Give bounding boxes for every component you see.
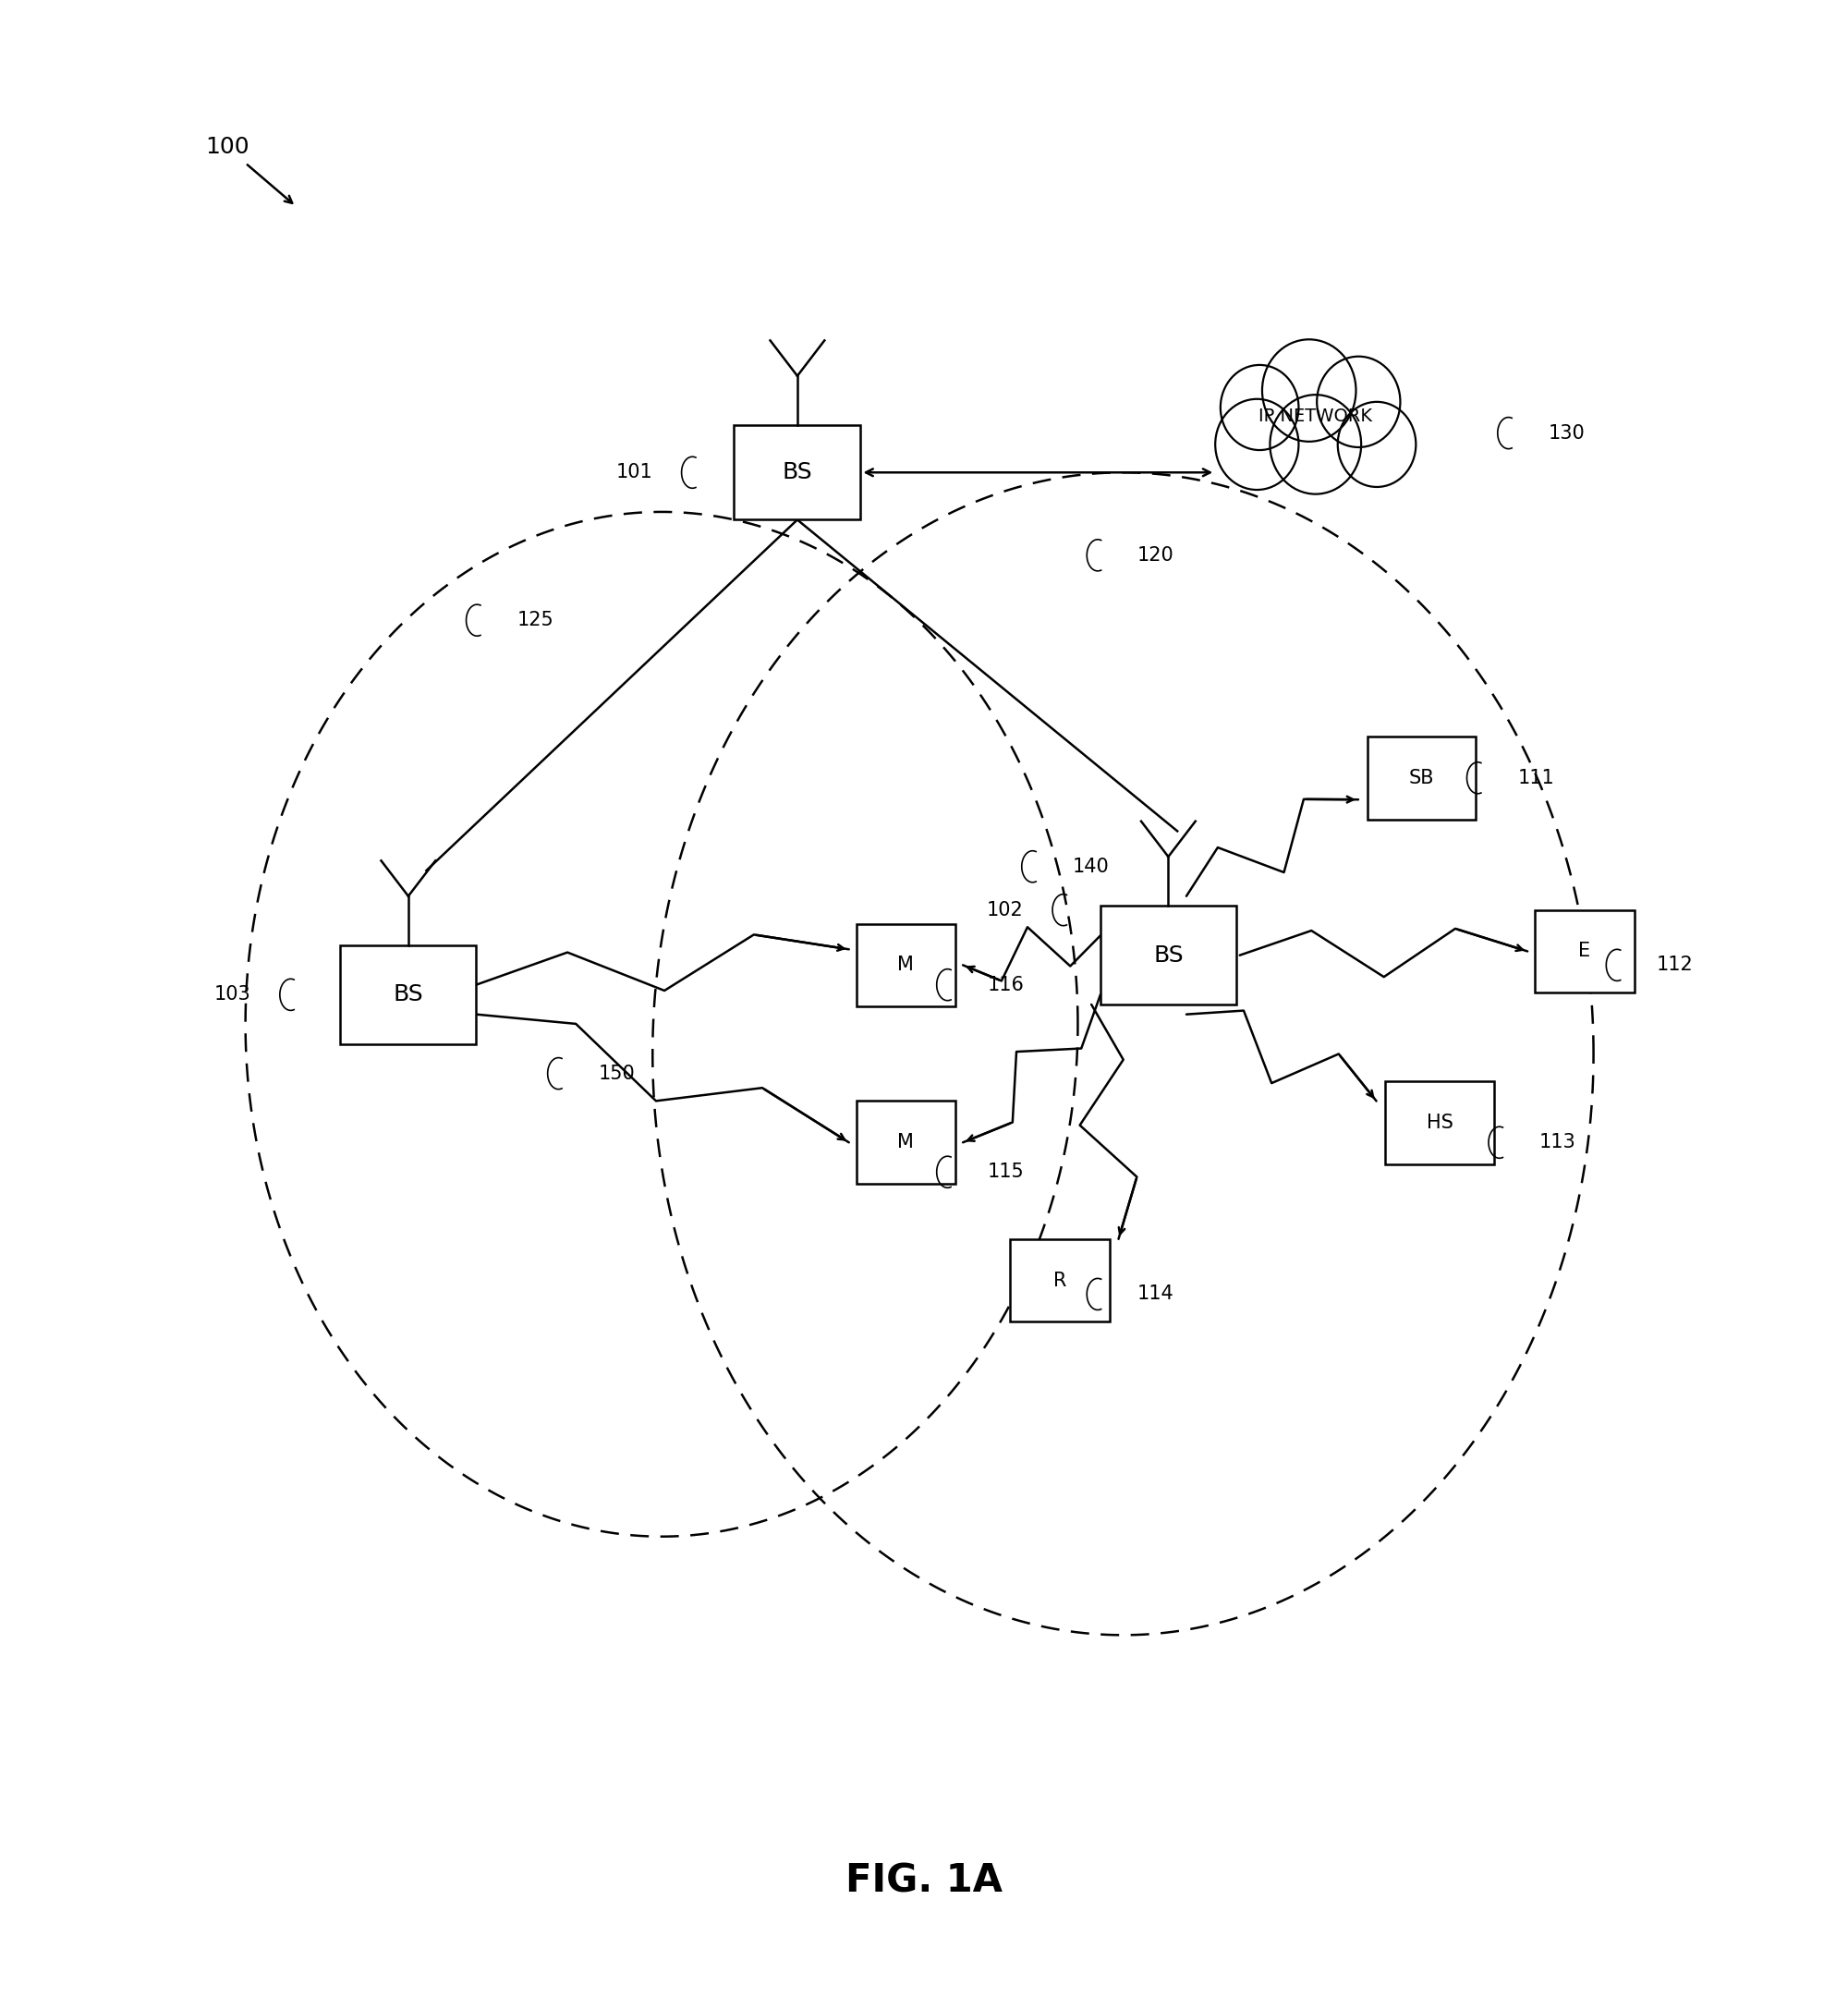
Text: BS: BS xyxy=(782,462,813,484)
FancyBboxPatch shape xyxy=(1011,1240,1109,1322)
Text: 140: 140 xyxy=(1072,858,1109,876)
FancyBboxPatch shape xyxy=(1100,906,1236,1004)
Text: 114: 114 xyxy=(1138,1286,1173,1304)
Circle shape xyxy=(1338,402,1416,486)
Text: HS: HS xyxy=(1427,1113,1453,1131)
Text: 112: 112 xyxy=(1658,956,1693,974)
Text: 130: 130 xyxy=(1549,424,1586,442)
Text: BS: BS xyxy=(1153,944,1183,966)
Text: 120: 120 xyxy=(1138,546,1173,565)
Circle shape xyxy=(1318,356,1401,448)
Circle shape xyxy=(1270,394,1362,494)
Text: IP NETWORK: IP NETWORK xyxy=(1258,408,1373,424)
FancyBboxPatch shape xyxy=(856,924,955,1007)
FancyBboxPatch shape xyxy=(734,426,861,520)
FancyBboxPatch shape xyxy=(856,1101,955,1183)
FancyBboxPatch shape xyxy=(1534,910,1634,992)
Text: 150: 150 xyxy=(599,1065,636,1083)
Text: 100: 100 xyxy=(205,137,249,159)
Text: 101: 101 xyxy=(615,464,652,482)
Text: FIG. 1A: FIG. 1A xyxy=(846,1862,1002,1901)
Text: SB: SB xyxy=(1408,769,1434,788)
Text: 116: 116 xyxy=(987,976,1024,994)
Text: M: M xyxy=(898,1133,915,1151)
Text: 125: 125 xyxy=(517,611,554,629)
Text: R: R xyxy=(1053,1272,1066,1290)
FancyBboxPatch shape xyxy=(1386,1081,1493,1163)
Text: 103: 103 xyxy=(214,984,251,1004)
FancyBboxPatch shape xyxy=(1368,737,1477,820)
Text: BS: BS xyxy=(394,984,423,1007)
Circle shape xyxy=(1220,366,1299,450)
Text: 102: 102 xyxy=(987,900,1024,920)
Circle shape xyxy=(1262,340,1356,442)
Text: 115: 115 xyxy=(987,1163,1024,1181)
Circle shape xyxy=(1216,400,1299,490)
Text: M: M xyxy=(898,956,915,974)
Text: 113: 113 xyxy=(1539,1133,1576,1151)
Text: 111: 111 xyxy=(1517,769,1554,788)
Text: E: E xyxy=(1578,942,1591,960)
FancyBboxPatch shape xyxy=(340,946,477,1045)
